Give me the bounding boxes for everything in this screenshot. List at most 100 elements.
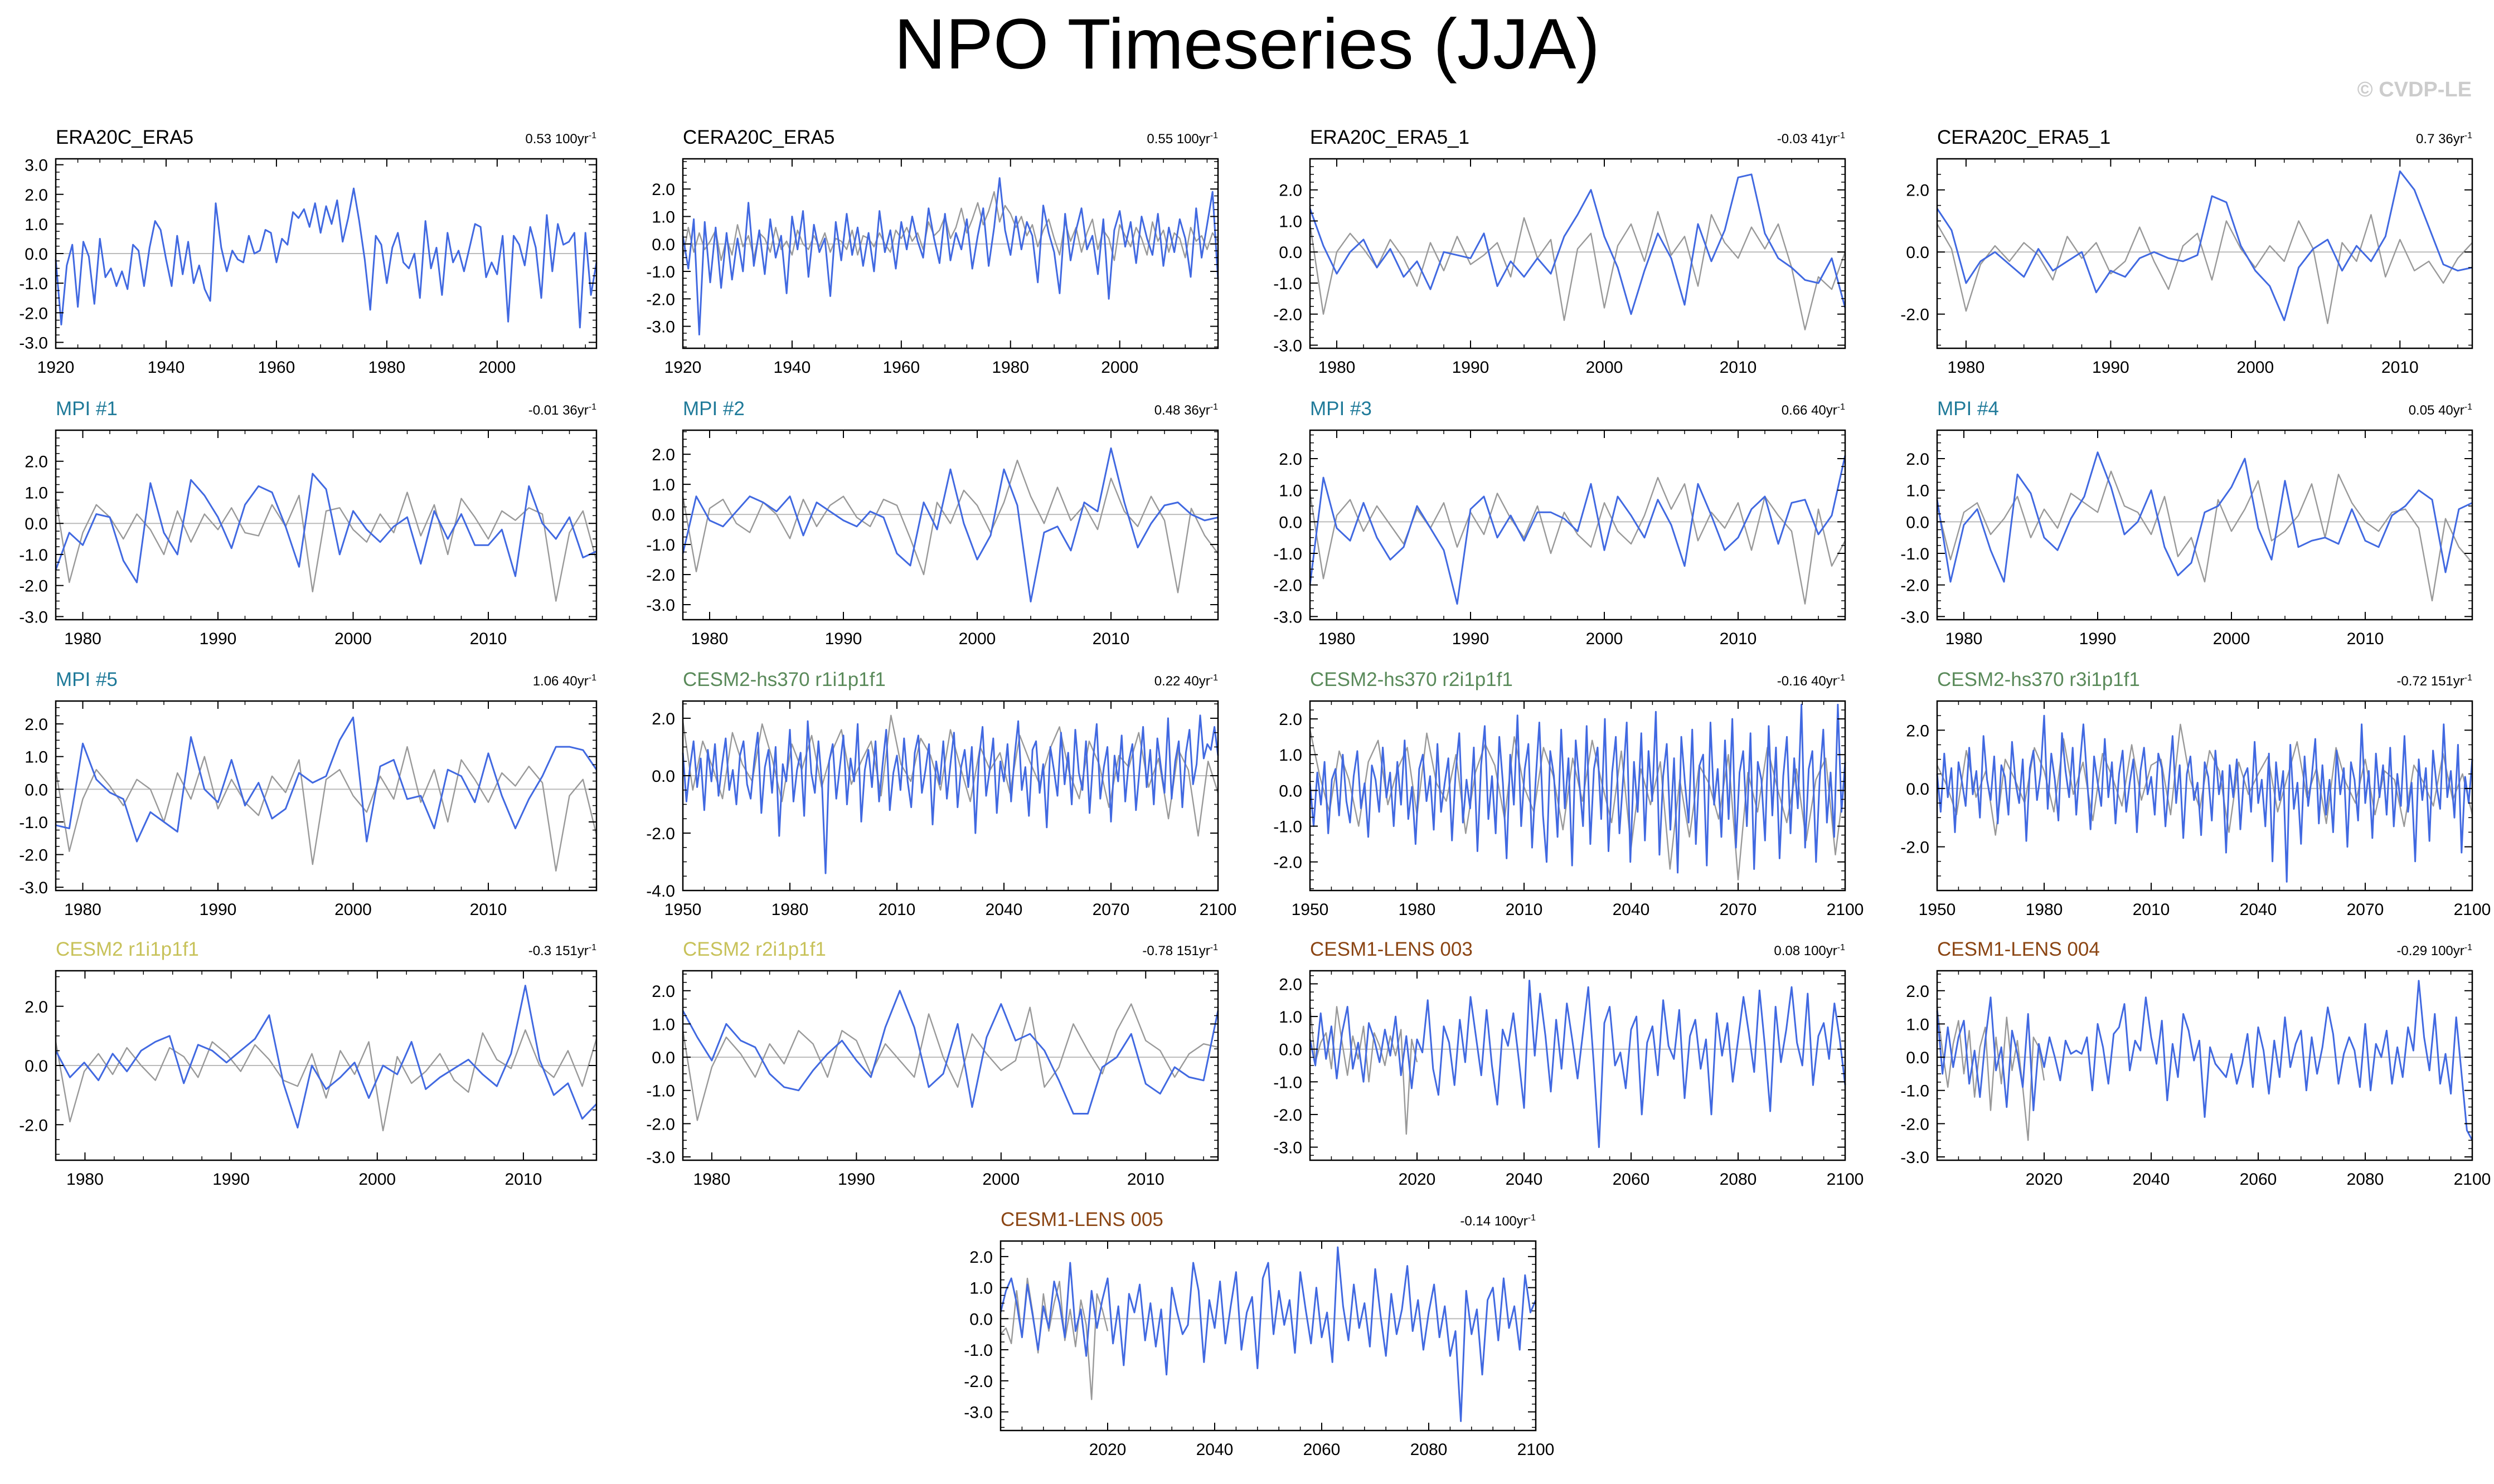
y-tick-label: 2.0: [652, 982, 675, 1001]
y-tick-label: -3.0: [964, 1404, 993, 1422]
y-tick-label: -2.0: [1273, 306, 1302, 324]
x-tick-label: 1920: [664, 358, 702, 377]
y-tick-label: 1.0: [25, 216, 48, 234]
series-line-reference: [55, 1029, 598, 1132]
x-tick-label: 1940: [148, 358, 185, 377]
x-tick-label: 1980: [1945, 630, 1983, 648]
series-line-primary: [682, 447, 1219, 603]
panel-title: CESM2 r2i1p1f1: [683, 938, 826, 960]
chart-panel: 2.0 0.0 -2.0 1980 1990 2000 2010: [1900, 158, 2473, 377]
y-tick-label: -2.0: [1900, 1115, 1929, 1133]
x-tick-label: 2010: [1506, 901, 1543, 919]
panel-trend: -0.78 151yr-1: [1142, 943, 1218, 958]
y-tick-label: 2.0: [652, 710, 675, 728]
x-tick-label: 2010: [470, 630, 507, 648]
panel-trend: -0.03 41yr-1: [1777, 131, 1845, 147]
x-tick-label: 1960: [882, 358, 920, 377]
y-tick-label: -2.0: [1273, 854, 1302, 872]
panel-title: ERA20C_ERA5: [56, 126, 194, 148]
chart-panel: 2.0 1.0 0.0 -1.0 -2.0 -3.0 1980 1990 2000 2010: [646, 970, 1219, 1189]
y-tick-label: -1.0: [646, 1082, 675, 1101]
plot-frame: [1309, 700, 1846, 892]
x-tick-label: 1980: [992, 358, 1029, 377]
x-tick-label: 1940: [774, 358, 811, 377]
y-tick-label: 0.0: [1906, 244, 1929, 262]
panel-title: CESM2 r1i1p1f1: [56, 938, 199, 960]
x-tick-label: 2080: [1410, 1441, 1448, 1459]
x-tick-label: 1980: [1318, 358, 1356, 377]
x-tick-label: 2060: [1303, 1441, 1341, 1459]
panel-trend: -0.14 100yr-1: [1460, 1213, 1536, 1229]
x-tick-label: 2000: [2213, 630, 2250, 648]
y-tick-label: -2.0: [1273, 1106, 1302, 1125]
y-tick-label: -1.0: [646, 263, 675, 281]
series-line-reference: [1936, 723, 2473, 836]
plot-frame: [1936, 970, 2473, 1161]
y-tick-label: -2.0: [1900, 577, 1929, 595]
y-tick-label: -3.0: [1273, 337, 1302, 355]
series-line-reference: [1309, 211, 1846, 330]
x-tick-label: 1950: [1919, 901, 1956, 919]
y-tick-label: -2.0: [646, 1115, 675, 1133]
y-tick-label: 2.0: [652, 446, 675, 464]
x-tick-label: 1980: [691, 630, 729, 648]
x-tick-label: 1980: [772, 901, 809, 919]
y-tick-label: -1.0: [19, 546, 48, 565]
y-tick-label: -2.0: [1900, 839, 1929, 857]
y-tick-label: -1.0: [19, 814, 48, 832]
y-tick-label: -3.0: [1900, 1149, 1929, 1167]
x-tick-label: 2070: [1720, 901, 1757, 919]
x-tick-label: 2000: [478, 358, 516, 377]
panel-title: CESM1-LENS 005: [1001, 1209, 1163, 1230]
x-tick-label: 2100: [1517, 1441, 1555, 1459]
y-tick-label: 1.0: [652, 476, 675, 494]
y-tick-label: 0.0: [25, 781, 48, 799]
panel-title: CESM2-hs370 r3i1p1f1: [1937, 669, 2140, 690]
panel-trend: 0.53 100yr-1: [525, 131, 596, 147]
y-tick-label: 1.0: [969, 1279, 993, 1298]
y-tick-label: -1.0: [1273, 275, 1302, 293]
x-tick-label: 2010: [1720, 630, 1757, 648]
x-tick-label: 2020: [2026, 1170, 2063, 1189]
x-tick-label: 1950: [664, 901, 702, 919]
panel-trend: 1.06 40yr-1: [532, 673, 596, 689]
y-tick-label: 1.0: [25, 748, 48, 767]
x-tick-label: 1980: [1948, 358, 1985, 377]
chart-panel: 2.0 1.0 0.0 -1.0 -2.0 1950 1980 2010 2040 2070 210…: [1273, 700, 1864, 919]
y-tick-label: -1.0: [1900, 1082, 1929, 1101]
panel-trend: -0.01 36yr-1: [528, 402, 596, 418]
y-tick-label: 0.0: [1906, 1049, 1929, 1067]
x-tick-label: 2100: [1827, 901, 1864, 919]
series-line-primary: [682, 990, 1219, 1115]
y-tick-label: 2.0: [1279, 182, 1302, 200]
panel-trend: -0.16 40yr-1: [1777, 673, 1845, 689]
y-tick-label: 1.0: [1279, 1008, 1302, 1026]
plot-frame: [682, 158, 1219, 349]
y-tick-label: 1.0: [1279, 746, 1302, 765]
y-tick-label: -3.0: [19, 608, 48, 626]
x-tick-label: 2000: [334, 901, 372, 919]
x-tick-label: 1920: [37, 358, 75, 377]
y-tick-label: -2.0: [19, 846, 48, 865]
series-line-reference: [55, 746, 598, 872]
series-line-primary: [1936, 714, 2473, 883]
x-tick-label: 2010: [1127, 1170, 1164, 1189]
y-tick-label: 0.0: [652, 1049, 675, 1067]
x-tick-label: 2010: [879, 901, 916, 919]
panel-title: CERA20C_ERA5: [683, 126, 835, 148]
panel-trend: 0.08 100yr-1: [1774, 943, 1845, 958]
x-tick-label: 2000: [1586, 358, 1623, 377]
panel-trend: 0.7 36yr-1: [2416, 131, 2472, 147]
y-tick-label: 0.0: [652, 236, 675, 254]
y-tick-label: 1.0: [1279, 482, 1302, 500]
series-line-primary: [55, 985, 598, 1129]
y-tick-label: 3.0: [25, 157, 48, 175]
x-tick-label: 1980: [2026, 901, 2063, 919]
x-tick-label: 2010: [2381, 358, 2419, 377]
y-tick-label: 0.0: [25, 245, 48, 264]
y-tick-label: -2.0: [646, 825, 675, 843]
x-tick-label: 2010: [505, 1170, 542, 1189]
plot-frame: [55, 429, 598, 621]
x-tick-label: 1980: [64, 901, 101, 919]
